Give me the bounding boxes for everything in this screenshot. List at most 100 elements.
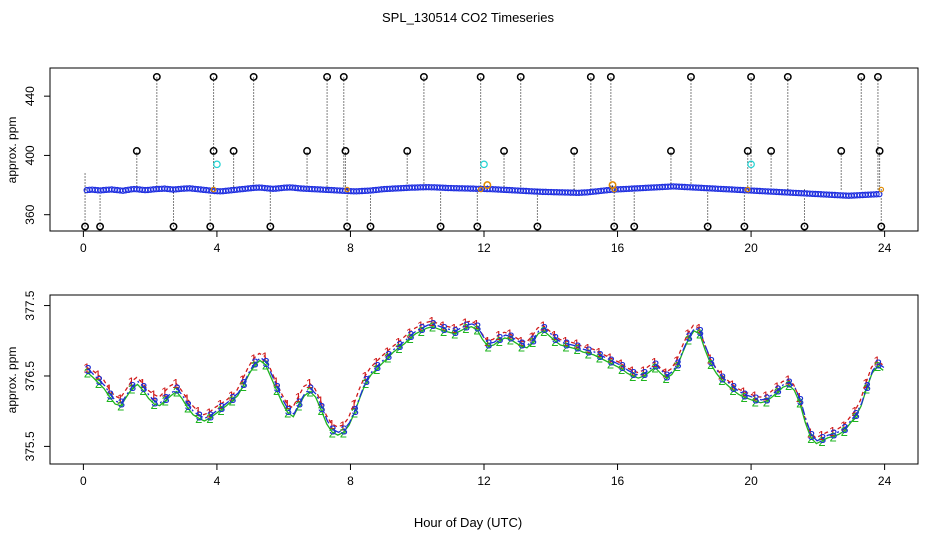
outlier-point (837, 147, 846, 155)
series-3-marker: 3 (429, 317, 436, 332)
series-3-marker: 3 (129, 379, 136, 394)
outlier-point (81, 222, 90, 231)
series-3-marker: 3 (841, 421, 848, 436)
series-1-marker: 1 (840, 418, 847, 433)
series-2-marker: 2 (707, 357, 714, 372)
co2-point (876, 190, 883, 198)
top-x-axis: 0 4 8 12 16 20 24 (80, 230, 892, 255)
series-3-marker: 3 (463, 318, 470, 333)
flag-point (477, 186, 484, 193)
series-2-marker: 2 (206, 411, 213, 426)
outlier-point (209, 72, 218, 81)
outlier-point (703, 222, 712, 231)
outlier-point (586, 72, 595, 81)
cyan-point (480, 160, 488, 169)
series-1-marker: 1 (328, 417, 335, 432)
series-3-marker: 3 (96, 373, 103, 388)
series-1-marker: 1 (350, 397, 357, 412)
series-3-marker: 3 (619, 359, 626, 374)
series-3-marker: 3 (763, 392, 770, 407)
series-3-marker: 3 (162, 391, 169, 406)
bottom-y-axis: 375.5 376.5 377.5 (23, 290, 51, 461)
series-3-marker: 3 (240, 376, 247, 391)
series-3-marker: 3 (396, 338, 403, 353)
series-3-marker: 3 (563, 337, 570, 352)
outlier-point (266, 222, 275, 231)
chart-title: SPL_130514 CO2 Timeseries (382, 10, 554, 25)
series-3-marker: 3 (140, 380, 147, 395)
series-3-marker: 3 (574, 339, 581, 354)
series-1-marker: 1 (562, 334, 569, 349)
outlier-point (249, 72, 258, 81)
series-3-marker: 3 (786, 375, 793, 390)
series-1-marker: 1 (573, 337, 580, 352)
series-2-marker: 2 (240, 379, 247, 394)
cyan-point (213, 160, 221, 169)
series-1-marker: 1 (651, 355, 658, 370)
series-3-marker: 3 (663, 368, 670, 383)
series-1-marker: 1 (673, 353, 680, 368)
series-2-marker: 2 (195, 411, 202, 426)
outlier-point (743, 147, 752, 155)
series-3-marker: 3 (418, 321, 425, 336)
series-3-marker: 3 (741, 387, 748, 402)
outlier-point (740, 222, 749, 231)
series-1-marker: 1 (384, 344, 391, 359)
series-2-marker: 2 (84, 365, 91, 380)
outlier-point (783, 72, 792, 81)
series-2-marker: 2 (507, 332, 514, 347)
series-2-marker: 2 (217, 403, 224, 418)
series-2-marker: 2 (295, 399, 302, 414)
series-1-marker: 1 (495, 328, 502, 343)
series-2-marker: 2 (395, 341, 402, 356)
series-3-marker: 3 (441, 321, 448, 336)
outlier-point (366, 222, 375, 231)
series-3-marker: 3 (708, 354, 715, 369)
top-x-tick-label: 16 (611, 241, 625, 255)
outlier-point (608, 181, 617, 190)
series-3-marker: 3 (296, 396, 303, 411)
outlier-point (436, 222, 445, 231)
series-3-marker: 3 (329, 422, 336, 437)
series-1-marker: 1 (807, 425, 814, 440)
series-2-marker: 2 (173, 384, 180, 399)
series-2-marker: 2 (473, 323, 480, 338)
series-1-marker: 1 (250, 351, 257, 366)
outlier-point (152, 72, 161, 81)
series-2-marker: 2 (607, 356, 614, 371)
top-x-tick-label: 20 (744, 241, 758, 255)
series-1-marker: 1 (818, 428, 825, 443)
series-1-marker: 1 (762, 389, 769, 404)
series-2-marker: 2 (262, 358, 269, 373)
series-2-marker: 2 (685, 332, 692, 347)
series-2-marker: 2 (574, 342, 581, 357)
outlier-point (667, 147, 675, 155)
top-x-tick-label: 0 (80, 241, 87, 255)
series-2-marker: 2 (696, 327, 703, 342)
series-2-marker: 2 (184, 401, 191, 416)
series-1-marker: 1 (729, 377, 736, 392)
series-2-marker: 2 (484, 339, 491, 354)
series-3-marker: 3 (519, 337, 526, 352)
series-3-marker: 3 (452, 324, 459, 339)
series-3-marker: 3 (251, 356, 258, 371)
series-3-marker: 3 (797, 393, 804, 408)
series-3-marker: 3 (118, 396, 125, 411)
series-3-marker: 3 (775, 382, 782, 397)
series-2-marker: 2 (640, 369, 647, 384)
bottom-x-tick-label: 12 (477, 474, 491, 488)
series-3-marker: 3 (719, 370, 726, 385)
series-1-marker: 1 (539, 318, 546, 333)
top-x-tick-label: 12 (477, 241, 491, 255)
series-2-marker: 2 (774, 385, 781, 400)
outlier-point (857, 72, 866, 81)
flag-point (878, 186, 885, 193)
series-3-marker: 3 (596, 348, 603, 363)
bottom-y-tick-label: 377.5 (23, 290, 37, 320)
series-1-marker: 1 (517, 334, 524, 349)
series-1-marker: 1 (283, 397, 290, 412)
series-1-marker: 1 (428, 314, 435, 329)
flag-point (744, 186, 751, 193)
top-y-tick-label: 400 (23, 145, 37, 165)
